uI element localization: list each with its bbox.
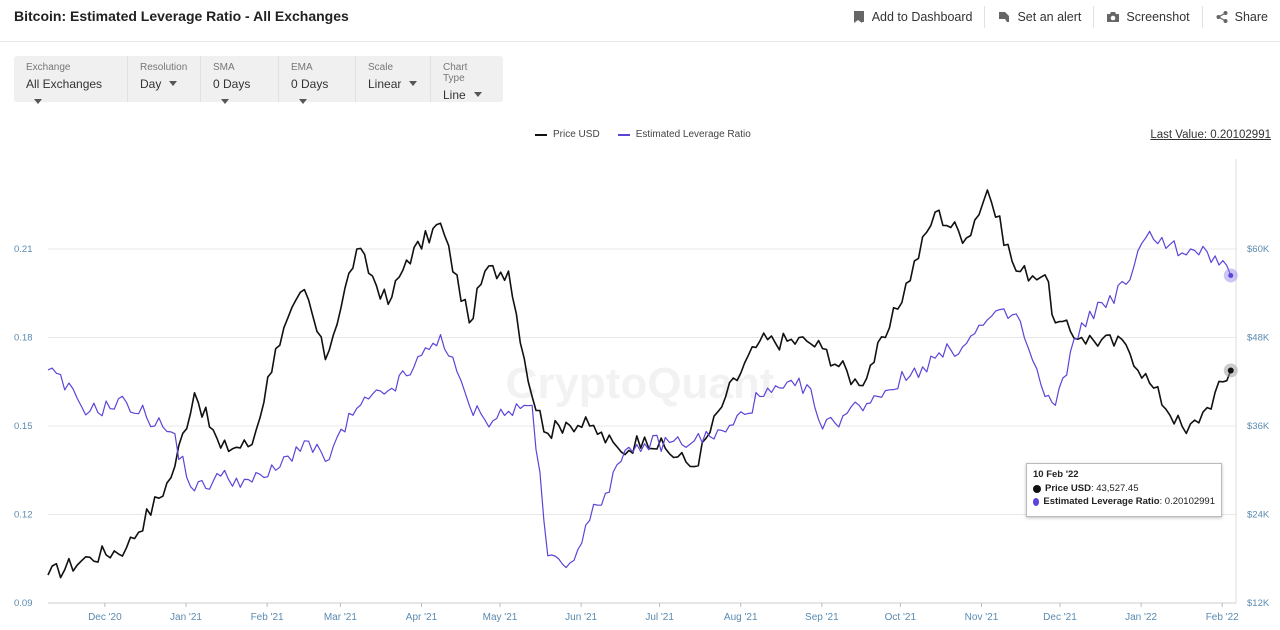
chevron-down-icon: [299, 99, 307, 105]
tooltip-value-price: 43,527.45: [1096, 483, 1139, 494]
series-group: [47, 189, 1238, 579]
y-left-tick-label: 0.18: [14, 333, 33, 344]
x-tick-label: Aug '21: [724, 612, 758, 623]
top-bar: Bitcoin: Estimated Leverage Ratio - All …: [0, 0, 1280, 42]
sma-label: SMA: [213, 62, 235, 73]
ema-value: 0 Days: [291, 77, 329, 91]
legend-label-price: Price USD: [553, 129, 600, 140]
chart-type-value: Line: [443, 88, 466, 102]
share-icon: [1216, 11, 1228, 23]
tooltip-row-price: Price USD : 43,527.45: [1033, 483, 1215, 494]
x-tick-label: Jan '21: [170, 612, 202, 623]
hover-point-price: [1227, 367, 1234, 374]
y-right-tick-label: $36K: [1247, 421, 1270, 432]
x-tick-label: Nov '21: [965, 612, 999, 623]
watermark: CryptoQuant: [506, 359, 775, 408]
x-tick-label: Sep '21: [805, 612, 839, 623]
x-tick-label: Feb '21: [251, 612, 284, 623]
add-to-dashboard-button[interactable]: Add to Dashboard: [840, 6, 985, 28]
bell-icon: [999, 12, 1010, 22]
exchange-label: Exchange: [26, 62, 71, 73]
chart-controls: Exchange All Exchanges Resolution Day SM…: [14, 56, 503, 105]
y-right-tick-label: $12K: [1247, 598, 1270, 609]
series-line-leverage: [47, 230, 1232, 569]
last-value-link[interactable]: Last Value: 0.20102991: [1150, 129, 1271, 141]
tooltip-sep: :: [1090, 483, 1097, 494]
chevron-down-icon: [169, 81, 178, 87]
y-left-tick-label: 0.21: [14, 244, 33, 255]
grid: [48, 248, 1236, 604]
y-right-tick-label: $48K: [1247, 333, 1270, 344]
screenshot-label: Screenshot: [1126, 10, 1190, 24]
screenshot-button[interactable]: Screenshot: [1093, 6, 1201, 28]
y-left-tick-label: 0.12: [14, 510, 33, 521]
sma-value: 0 Days: [213, 77, 251, 91]
legend-label-leverage: Estimated Leverage Ratio: [635, 129, 751, 140]
resolution-label: Resolution: [140, 62, 188, 73]
chart-type-select[interactable]: Chart Type Line: [431, 56, 503, 102]
share-label: Share: [1234, 10, 1268, 24]
x-tick-label: Jan '22: [1125, 612, 1157, 623]
chevron-down-icon: [221, 99, 229, 105]
chart-tooltip: 10 Feb '22 Price USD : 43,527.45 Estimat…: [1026, 463, 1222, 517]
chevron-down-icon: [409, 81, 418, 87]
tooltip-name-leverage: Estimated Leverage Ratio: [1043, 496, 1160, 507]
add-to-dashboard-label: Add to Dashboard: [871, 10, 973, 24]
chevron-down-icon: [34, 99, 42, 105]
page-title: Bitcoin: Estimated Leverage Ratio - All …: [14, 8, 349, 24]
scale-select[interactable]: Scale Linear: [356, 56, 431, 102]
legend-item-price[interactable]: Price USD: [535, 129, 600, 140]
x-tick-label: Apr '21: [406, 612, 438, 623]
y-left-tick-label: 0.09: [14, 598, 33, 609]
legend-swatch-leverage: [617, 133, 630, 136]
ema-select[interactable]: EMA 0 Days: [279, 56, 356, 105]
exchange-select[interactable]: Exchange All Exchanges: [14, 56, 128, 105]
x-tick-label: May '21: [483, 612, 518, 623]
bookmark-icon: [853, 11, 864, 23]
chart-legend: Price USD Estimated Leverage Ratio: [535, 129, 751, 140]
series-line-price: [47, 189, 1232, 579]
header-actions: Add to Dashboard Set an alert Screenshot…: [840, 0, 1280, 32]
resolution-value: Day: [140, 77, 162, 91]
tooltip-row-leverage: Estimated Leverage Ratio : 0.20102991: [1033, 496, 1215, 507]
ema-label: EMA: [291, 62, 313, 73]
y-right-tick-label: $60K: [1247, 244, 1270, 255]
line-chart: CryptoQuant 0.21 $60K 0.18 $48K 0.15 $36K 0.12…: [14, 159, 1270, 623]
scale-label: Scale: [368, 62, 394, 73]
x-tick-label: Dec '21: [1043, 612, 1077, 623]
chart-type-label: Chart Type: [443, 62, 468, 84]
x-tick-label: Feb '22: [1206, 612, 1239, 623]
y-right-tick-label: $24K: [1247, 510, 1270, 521]
set-alert-label: Set an alert: [1017, 10, 1082, 24]
sma-select[interactable]: SMA 0 Days: [201, 56, 279, 105]
x-tick-label: Mar '21: [324, 612, 357, 623]
x-tick-label: Oct '21: [885, 612, 917, 623]
set-alert-button[interactable]: Set an alert: [984, 6, 1093, 28]
tooltip-dot-price: [1033, 484, 1041, 493]
tooltip-name-price: Price USD: [1045, 483, 1091, 494]
tooltip-date: 10 Feb '22: [1033, 469, 1079, 480]
resolution-select[interactable]: Resolution Day: [128, 56, 201, 102]
x-tick-label: Dec '20: [88, 612, 122, 623]
chevron-down-icon: [473, 92, 482, 98]
share-button[interactable]: Share: [1201, 6, 1280, 28]
tooltip-value-leverage: 0.20102991: [1164, 496, 1215, 507]
tooltip-sep: :: [1159, 496, 1165, 507]
exchange-value: All Exchanges: [26, 77, 103, 91]
hover-point-leverage: [1228, 272, 1234, 278]
y-left-tick-label: 0.15: [14, 421, 33, 432]
x-tick-label: Jun '21: [565, 612, 597, 623]
legend-item-leverage[interactable]: Estimated Leverage Ratio: [617, 129, 751, 140]
legend-swatch-price: [535, 133, 547, 136]
camera-icon: [1107, 12, 1120, 22]
tooltip-dot-leverage: [1033, 497, 1040, 506]
x-tick-label: Jul '21: [645, 612, 674, 623]
scale-value: Linear: [368, 77, 402, 91]
axes: 0.21 $60K 0.18 $48K 0.15 $36K 0.12 $24K 0.09 $12K…: [14, 159, 1270, 623]
